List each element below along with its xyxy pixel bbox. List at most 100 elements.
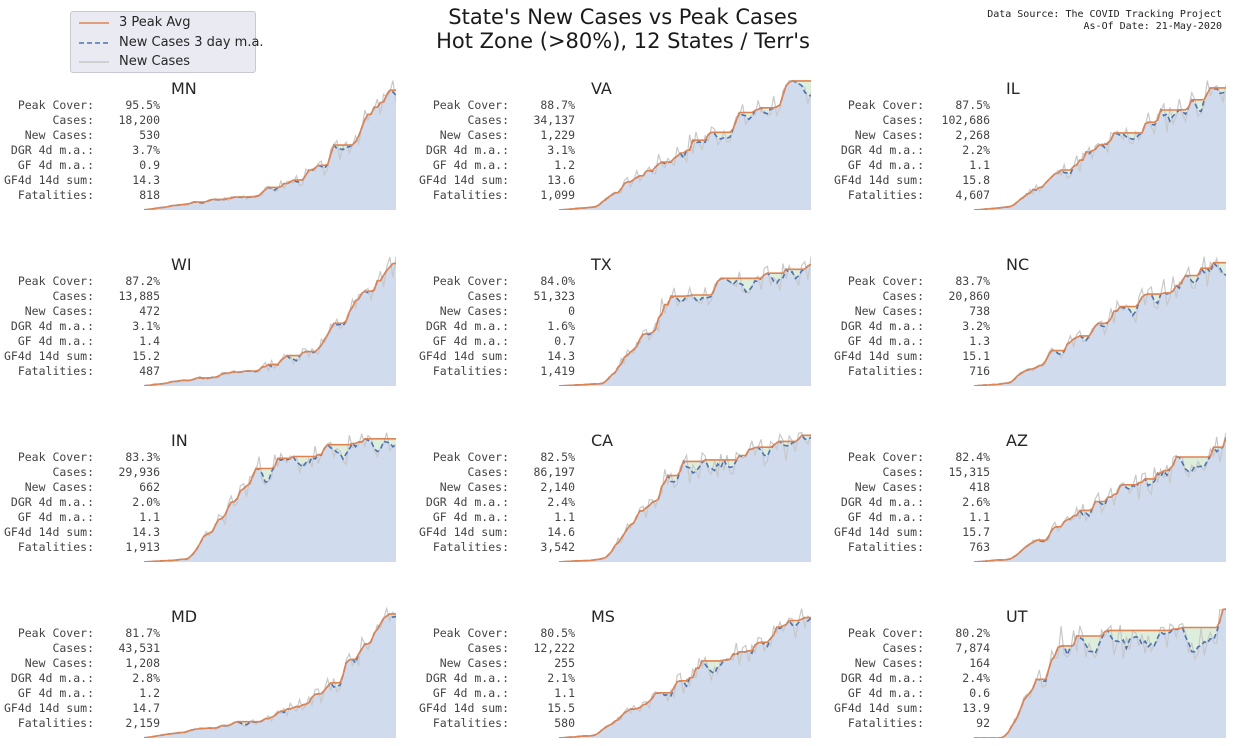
stat-row-new-cases: New Cases: 738 <box>830 304 990 319</box>
state-chart <box>974 608 1226 738</box>
peak-avg-line <box>144 613 396 738</box>
stat-label: DGR 4d m.a.: <box>840 319 924 333</box>
stat-row-fatalities: Fatalities: 818 <box>0 188 160 203</box>
stat-label: Peak Cover: <box>847 626 924 640</box>
stat-label: GF4d 14d sum: <box>418 173 509 187</box>
peak-avg-line <box>559 263 811 386</box>
stat-row-peak-cover: Peak Cover: 95.5% <box>0 98 160 113</box>
stat-value: 15.2 <box>132 349 160 363</box>
stat-value: 15,315 <box>948 465 990 479</box>
stat-label: DGR 4d m.a.: <box>840 143 924 157</box>
stat-row-new-cases: New Cases: 1,229 <box>415 128 575 143</box>
state-chart <box>559 79 811 210</box>
stat-label: Fatalities: <box>432 188 509 202</box>
stat-value: 102,686 <box>941 113 990 127</box>
state-panel-wi: WI Peak Cover: 87.2% Cases: 13,885 New Cases:… <box>0 250 396 390</box>
stat-row-cases: Cases: 51,323 <box>415 289 575 304</box>
legend-label-raw: New Cases <box>119 54 191 69</box>
stat-row-fatalities: Fatalities: 3,542 <box>415 540 575 555</box>
stat-label: GF 4d m.a.: <box>847 686 924 700</box>
as-of-date-line: As-Of Date: 21-May-2020 <box>1083 21 1222 32</box>
state-chart <box>144 80 396 210</box>
stat-row-gf: GF 4d m.a.: 1.3 <box>830 334 990 349</box>
peak-avg-line <box>559 80 811 210</box>
stat-label: Cases: <box>52 289 94 303</box>
stat-label: Peak Cover: <box>17 626 94 640</box>
stat-row-dgr: DGR 4d m.a.: 1.6% <box>415 319 575 334</box>
stat-label: DGR 4d m.a.: <box>10 319 94 333</box>
state-label: AZ <box>1006 431 1028 450</box>
stat-value: 92 <box>976 716 990 730</box>
state-label: NC <box>1006 255 1030 274</box>
stat-row-fatalities: Fatalities: 763 <box>830 540 990 555</box>
stat-row-fatalities: Fatalities: 1,913 <box>0 540 160 555</box>
stat-row-cases: Cases: 12,222 <box>415 641 575 656</box>
state-stats: Peak Cover: 80.2% Cases: 7,874 New Cases: 164… <box>830 626 990 731</box>
cases-area <box>559 435 811 562</box>
stat-value: 87.5% <box>955 98 990 112</box>
stat-value: 2.1% <box>547 671 575 685</box>
cases-area <box>559 80 811 210</box>
stat-row-dgr: DGR 4d m.a.: 3.1% <box>0 319 160 334</box>
stat-label: GF4d 14d sum: <box>3 525 94 539</box>
stat-label: GF 4d m.a.: <box>17 686 94 700</box>
stat-value: 763 <box>969 540 990 554</box>
stat-row-gf14: GF4d 14d sum: 15.1 <box>830 349 990 364</box>
legend-swatch-peak <box>79 22 109 24</box>
stat-row-gf14: GF4d 14d sum: 14.3 <box>0 525 160 540</box>
stat-value: 2.2% <box>962 143 990 157</box>
stat-row-fatalities: Fatalities: 580 <box>415 716 575 731</box>
chart-title: State's New Cases vs Peak Cases Hot Zone… <box>0 5 1246 53</box>
stat-row-new-cases: New Cases: 0 <box>415 304 575 319</box>
stat-label: New Cases: <box>439 656 509 670</box>
peak-avg-line <box>559 434 811 562</box>
stat-label: GF 4d m.a.: <box>432 686 509 700</box>
stat-label: GF 4d m.a.: <box>17 158 94 172</box>
stat-label: Peak Cover: <box>847 274 924 288</box>
stat-label: GF4d 14d sum: <box>833 701 924 715</box>
stat-value: 95.5% <box>125 98 160 112</box>
stat-label: GF4d 14d sum: <box>833 349 924 363</box>
stat-row-peak-cover: Peak Cover: 83.3% <box>0 450 160 465</box>
stat-row-dgr: DGR 4d m.a.: 2.0% <box>0 495 160 510</box>
cases-area <box>144 263 396 386</box>
stat-row-dgr: DGR 4d m.a.: 2.1% <box>415 671 575 686</box>
cases-area <box>144 613 396 738</box>
stat-row-peak-cover: Peak Cover: 81.7% <box>0 626 160 641</box>
peak-avg-line <box>144 89 396 210</box>
stat-value: 3.1% <box>132 319 160 333</box>
state-label: IL <box>1006 79 1020 98</box>
stat-label: Cases: <box>52 465 94 479</box>
stat-label: DGR 4d m.a.: <box>425 319 509 333</box>
stat-value: 80.2% <box>955 626 990 640</box>
data-source-note: Data Source: The COVID Tracking Project … <box>987 9 1222 33</box>
stat-label: GF 4d m.a.: <box>432 158 509 172</box>
stat-label: DGR 4d m.a.: <box>425 143 509 157</box>
stat-row-gf14: GF4d 14d sum: 15.7 <box>830 525 990 540</box>
state-label: MN <box>171 79 197 98</box>
stat-row-cases: Cases: 18,200 <box>0 113 160 128</box>
stat-value: 2.0% <box>132 495 160 509</box>
stat-row-gf14: GF4d 14d sum: 14.3 <box>415 349 575 364</box>
state-chart <box>559 608 811 738</box>
state-stats: Peak Cover: 83.3% Cases: 29,936 New Cases: 66… <box>0 450 160 555</box>
stat-value: 2,268 <box>955 128 990 142</box>
stat-value: 87.2% <box>125 274 160 288</box>
stat-label: Cases: <box>467 113 509 127</box>
stat-row-new-cases: New Cases: 2,268 <box>830 128 990 143</box>
stat-value: 83.7% <box>955 274 990 288</box>
stat-row-new-cases: New Cases: 662 <box>0 480 160 495</box>
stat-row-gf: GF 4d m.a.: 1.1 <box>0 510 160 525</box>
state-chart <box>144 606 396 738</box>
stat-label: GF4d 14d sum: <box>3 349 94 363</box>
stat-label: New Cases: <box>24 304 94 318</box>
stat-label: DGR 4d m.a.: <box>425 671 509 685</box>
state-panel-in: IN Peak Cover: 83.3% Cases: 29,936 New Cases:… <box>0 426 396 566</box>
stat-value: 12,222 <box>533 641 575 655</box>
stat-row-new-cases: New Cases: 255 <box>415 656 575 671</box>
stat-row-cases: Cases: 102,686 <box>830 113 990 128</box>
stat-value: 15.5 <box>547 701 575 715</box>
stat-label: DGR 4d m.a.: <box>10 495 94 509</box>
stat-label: Peak Cover: <box>17 450 94 464</box>
stat-label: Cases: <box>467 465 509 479</box>
